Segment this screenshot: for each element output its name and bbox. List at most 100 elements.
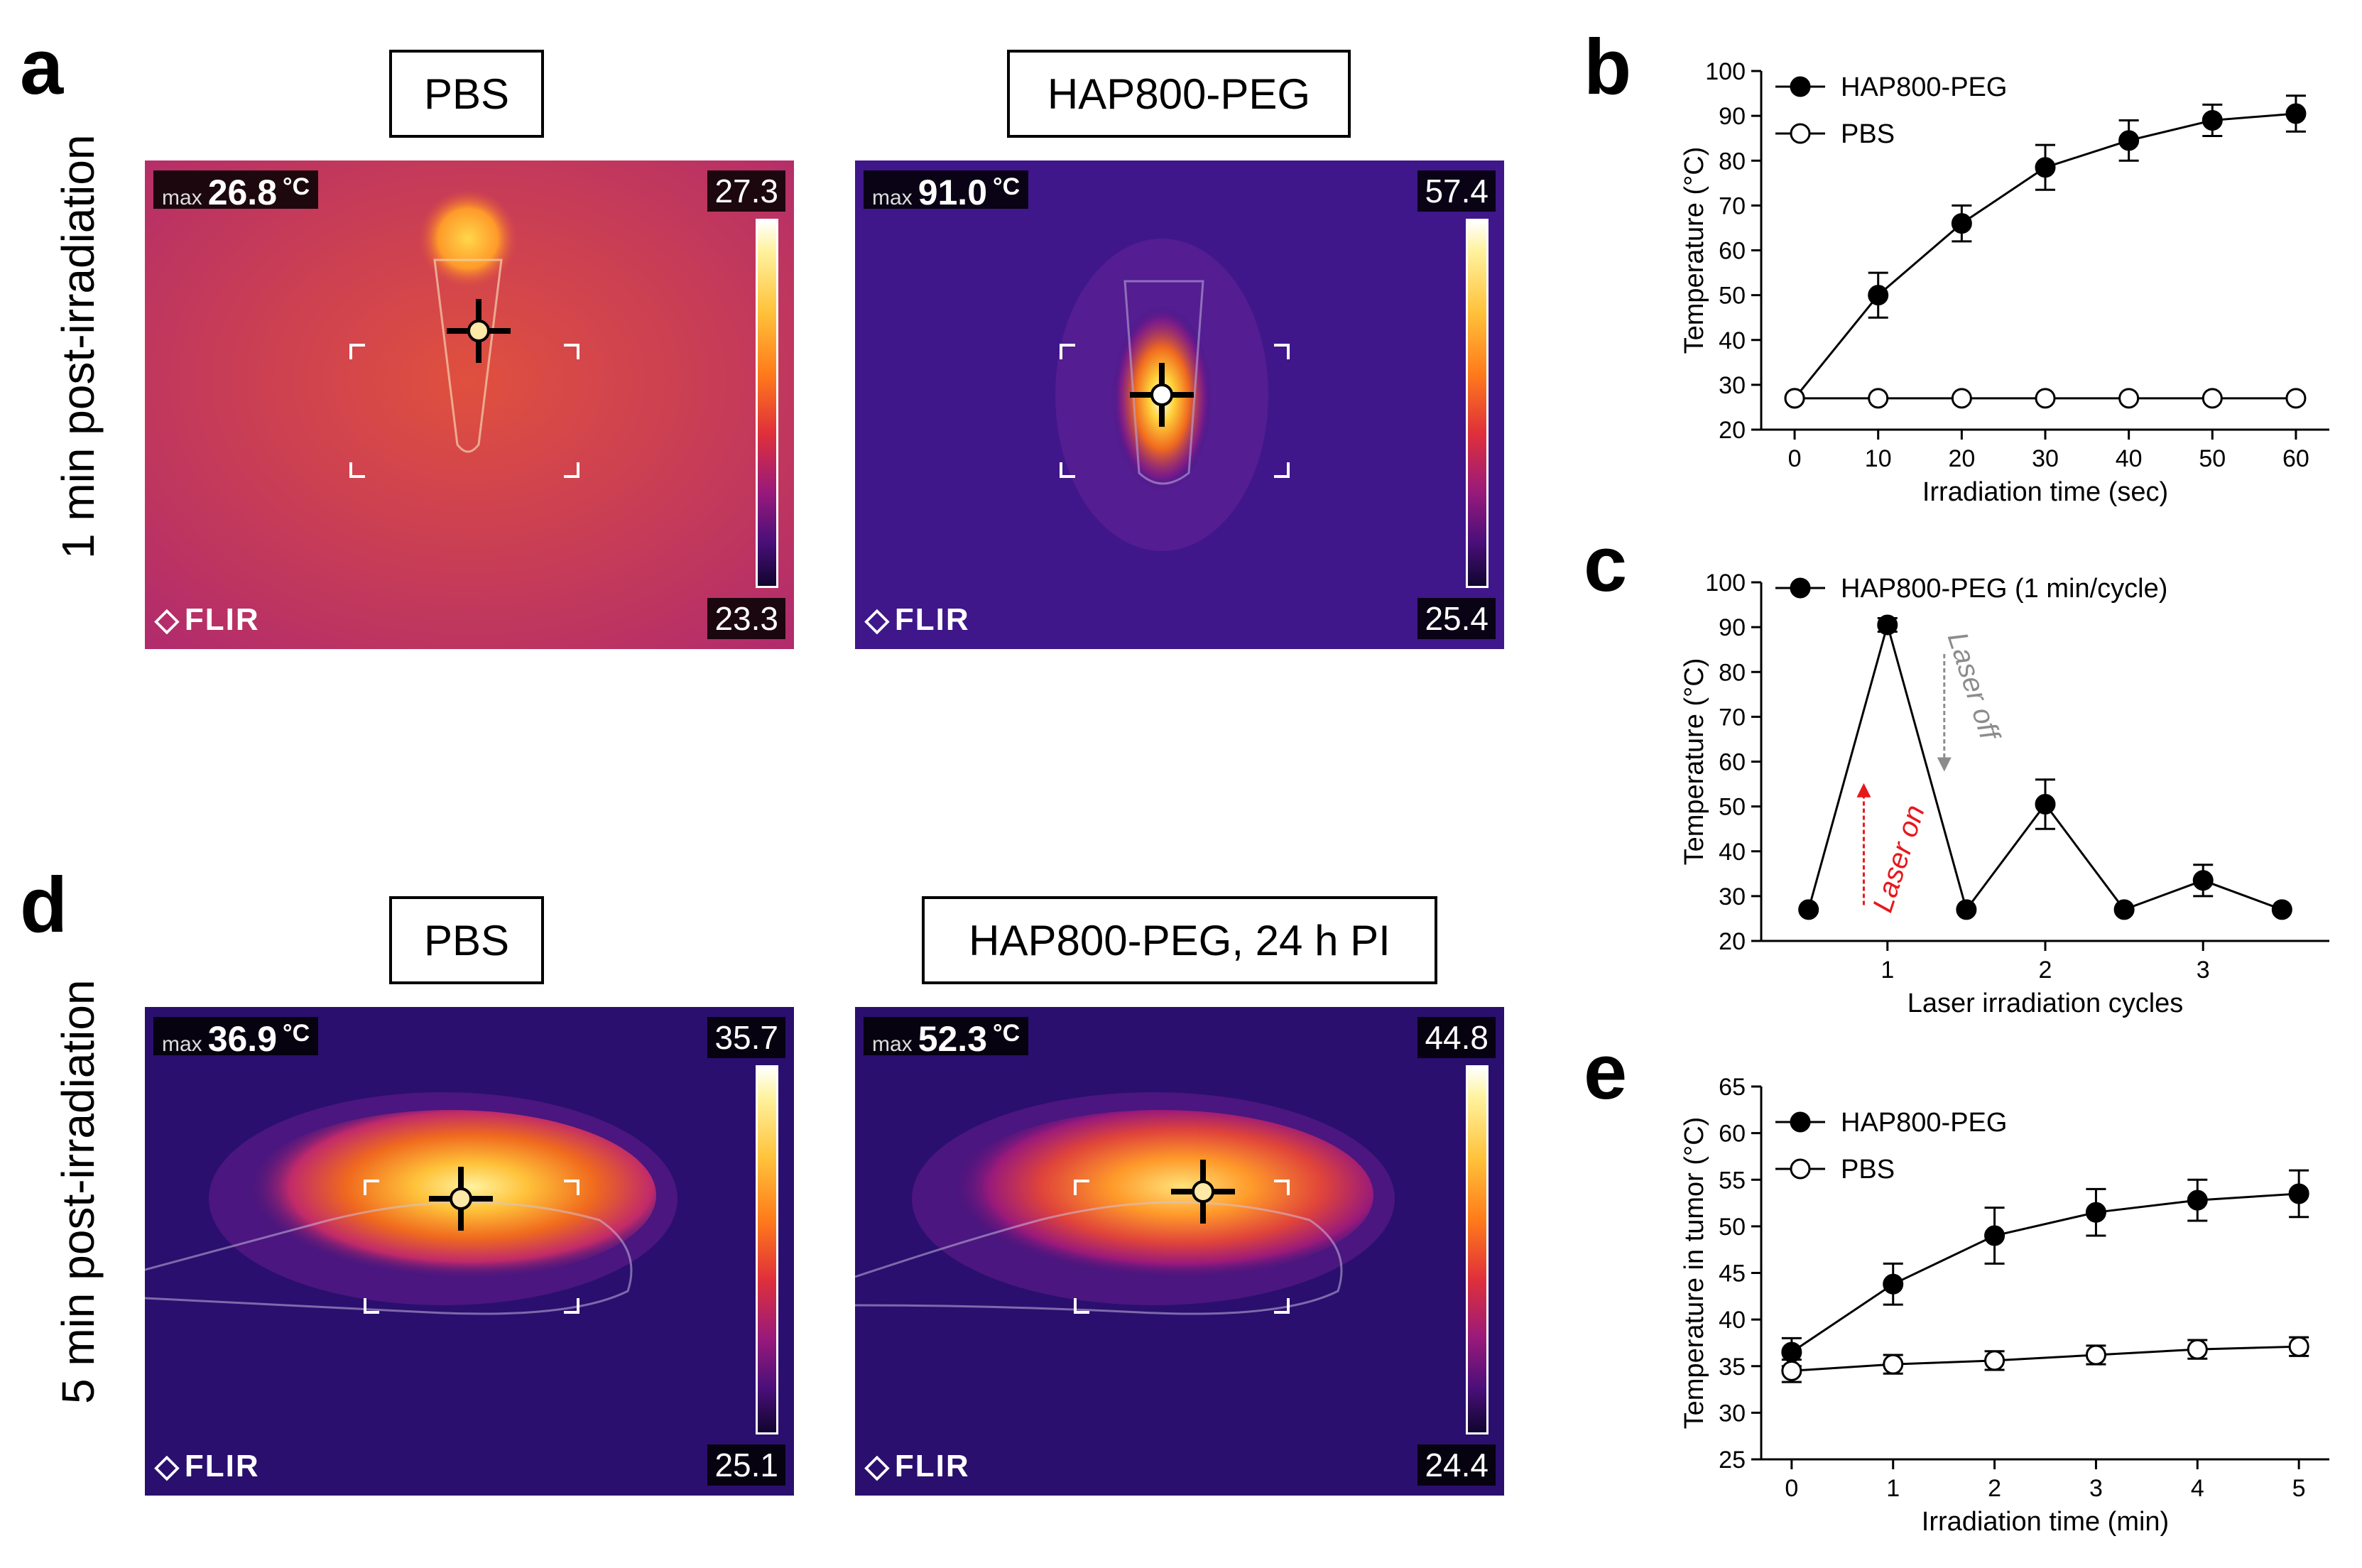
flir-logo: ◇ FLIR bbox=[155, 1448, 260, 1484]
x-tick-label: 50 bbox=[2199, 445, 2226, 472]
legend-marker bbox=[1790, 123, 1811, 144]
data-point bbox=[1984, 1225, 2005, 1246]
color-scale-bar bbox=[756, 1065, 778, 1434]
y-tick-label: 90 bbox=[1719, 103, 1746, 130]
data-point bbox=[1951, 388, 1972, 409]
legend-label: HAP800-PEG bbox=[1841, 72, 2007, 102]
y-tick-label: 25 bbox=[1719, 1447, 1746, 1474]
legend-marker bbox=[1790, 577, 1811, 599]
x-tick-label: 1 bbox=[1881, 957, 1894, 984]
y-tick-label: 80 bbox=[1719, 148, 1746, 175]
data-point bbox=[2202, 388, 2223, 409]
y-tick-label: 30 bbox=[1719, 372, 1746, 399]
data-point bbox=[2118, 388, 2140, 409]
y-tick-label: 20 bbox=[1719, 417, 1746, 444]
x-tick-label: 20 bbox=[1948, 445, 1975, 472]
y-tick-label: 55 bbox=[1719, 1167, 1746, 1194]
y-axis-label: Temperature (°C) bbox=[1680, 147, 1709, 354]
y-tick-label: 70 bbox=[1719, 192, 1746, 219]
color-scale-bar bbox=[756, 219, 778, 588]
data-point bbox=[2035, 793, 2056, 815]
scale-min: 25.1 bbox=[707, 1444, 785, 1486]
panel-letter-d: d bbox=[20, 861, 68, 949]
data-point bbox=[2288, 1336, 2309, 1357]
thermal-title-pbs-bottom: PBS bbox=[389, 896, 544, 984]
y-tick-label: 40 bbox=[1719, 1307, 1746, 1334]
color-scale-bar bbox=[1466, 1065, 1489, 1434]
y-tick-label: 70 bbox=[1719, 704, 1746, 731]
y-tick-label: 65 bbox=[1719, 1074, 1746, 1101]
x-tick-label: 3 bbox=[2197, 957, 2210, 984]
legend-label: PBS bbox=[1841, 1155, 1895, 1185]
laser-off-arrowhead bbox=[1937, 757, 1952, 772]
data-point bbox=[1984, 1350, 2005, 1371]
x-axis-label: Laser irradiation cycles bbox=[1907, 989, 2184, 1018]
flir-diamond-icon: ◇ bbox=[865, 1449, 891, 1483]
data-point bbox=[1951, 213, 1972, 234]
y-tick-label: 80 bbox=[1719, 659, 1746, 686]
x-tick-label: 3 bbox=[2089, 1475, 2103, 1502]
flir-logo: ◇ FLIR bbox=[155, 601, 260, 638]
x-axis-label: Irradiation time (sec) bbox=[1922, 477, 2168, 507]
y-tick-label: 20 bbox=[1719, 928, 1746, 955]
data-point bbox=[2288, 1183, 2309, 1204]
x-tick-label: 1 bbox=[1886, 1475, 1900, 1502]
x-tick-label: 30 bbox=[2032, 445, 2059, 472]
panel-letter-c: c bbox=[1584, 521, 1628, 608]
thermal-title-hap-bottom: HAP800-PEG, 24 h PI bbox=[922, 896, 1437, 984]
flir-logo: ◇ FLIR bbox=[865, 601, 970, 638]
laser-on-label: Laser on bbox=[1867, 801, 1931, 916]
scale-min: 23.3 bbox=[707, 598, 785, 639]
legend-label: HAP800-PEG bbox=[1841, 1108, 2007, 1138]
y-tick-label: 50 bbox=[1719, 283, 1746, 310]
legend-label: HAP800-PEG (1 min/cycle) bbox=[1841, 574, 2167, 604]
y-tick-label: 40 bbox=[1719, 839, 1746, 866]
y-tick-label: 60 bbox=[1719, 749, 1746, 776]
data-point bbox=[2202, 109, 2223, 131]
x-tick-label: 4 bbox=[2191, 1475, 2204, 1502]
panel-letter-e: e bbox=[1584, 1028, 1628, 1116]
thermal-image-pbs-mouse: max 36.9 °C 35.7 25.1 ◇ FLIR bbox=[145, 1007, 794, 1496]
data-point bbox=[2192, 870, 2214, 891]
x-tick-label: 5 bbox=[2292, 1475, 2306, 1502]
data-point bbox=[1784, 388, 1805, 409]
data-point bbox=[1877, 614, 1898, 636]
x-tick-label: 2 bbox=[2039, 957, 2052, 984]
y-tick-label: 30 bbox=[1719, 1400, 1746, 1427]
y-tick-label: 30 bbox=[1719, 883, 1746, 910]
data-point bbox=[2113, 899, 2135, 920]
laser-off-label: Laser off bbox=[1942, 628, 2006, 746]
chart-b-temperature-vs-time: 20 30 40 50 60 70 80 90 100 0 10 20 30 40 50 60 Irradiat… bbox=[1680, 58, 2329, 507]
y-tick-label: 90 bbox=[1719, 614, 1746, 641]
scale-max: 44.8 bbox=[1417, 1017, 1496, 1058]
data-point bbox=[1781, 1360, 1802, 1381]
data-point bbox=[1868, 285, 1889, 306]
laser-on-arrowhead bbox=[1856, 783, 1871, 797]
data-point bbox=[1883, 1354, 1904, 1375]
flir-logo: ◇ FLIR bbox=[865, 1448, 970, 1484]
legend-label: PBS bbox=[1841, 119, 1895, 149]
color-scale-bar bbox=[1466, 219, 1489, 588]
data-point bbox=[2187, 1189, 2208, 1211]
data-point bbox=[2035, 157, 2056, 178]
x-tick-label: 0 bbox=[1788, 445, 1802, 472]
data-point bbox=[1798, 899, 1819, 920]
thermal-title-pbs-top: PBS bbox=[389, 50, 544, 138]
max-readout: max 91.0 °C bbox=[864, 170, 1029, 212]
y-tick-label: 100 bbox=[1705, 58, 1746, 85]
scale-max: 35.7 bbox=[707, 1017, 785, 1058]
y-tick-label: 45 bbox=[1719, 1261, 1746, 1287]
x-tick-label: 60 bbox=[2282, 445, 2309, 472]
data-point bbox=[2085, 1344, 2106, 1366]
series-line bbox=[1791, 1345, 2300, 1372]
max-readout: max 36.9 °C bbox=[153, 1017, 319, 1059]
max-readout: max 26.8 °C bbox=[153, 170, 319, 212]
legend-marker bbox=[1790, 1158, 1811, 1180]
y-axis-label: Temperature (°C) bbox=[1680, 658, 1709, 866]
legend-marker bbox=[1790, 76, 1811, 97]
data-point bbox=[2187, 1339, 2208, 1360]
thermal-image-hap-tube: max 91.0 °C 57.4 25.4 ◇ FLIR bbox=[855, 160, 1504, 649]
y-tick-label: 60 bbox=[1719, 1121, 1746, 1148]
row-label-bottom: 5 min post-irradiation bbox=[53, 979, 104, 1404]
